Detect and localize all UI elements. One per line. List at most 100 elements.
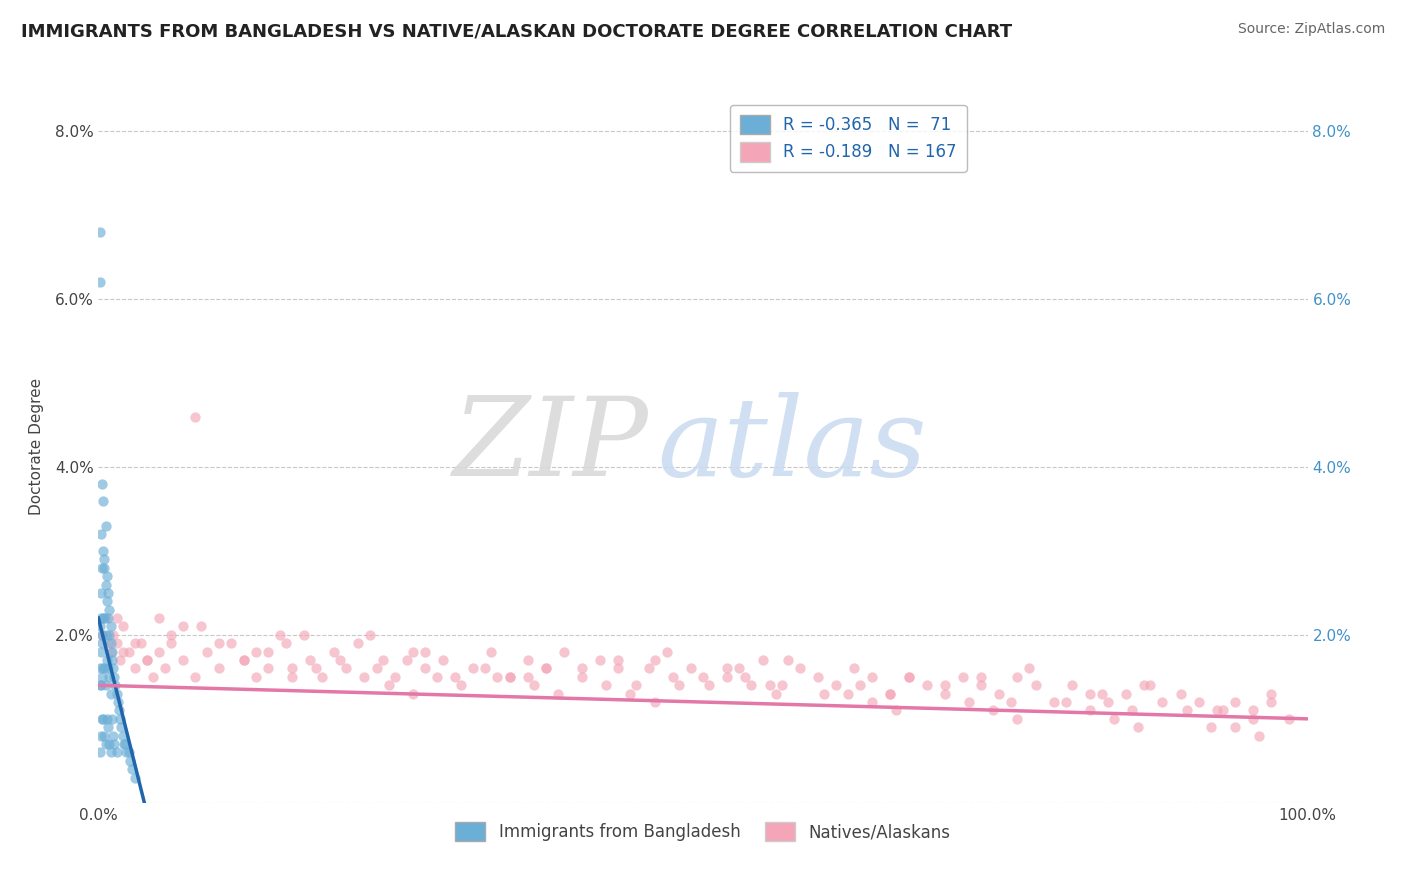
Point	[93, 552, 115, 566]
Point	[94, 577, 117, 591]
Point	[644, 695, 666, 709]
Point	[281, 670, 304, 684]
Point	[96, 594, 118, 608]
Point	[1152, 695, 1174, 709]
Point	[668, 678, 690, 692]
Point	[148, 645, 170, 659]
Point	[837, 687, 859, 701]
Point	[655, 645, 678, 659]
Point	[534, 661, 557, 675]
Point	[516, 670, 538, 684]
Point	[952, 670, 974, 684]
Point	[432, 653, 454, 667]
Point	[402, 687, 425, 701]
Point	[897, 670, 920, 684]
Point	[1078, 703, 1101, 717]
Point	[607, 653, 630, 667]
Point	[1133, 678, 1156, 692]
Point	[94, 518, 117, 533]
Point	[96, 712, 118, 726]
Point	[1278, 712, 1301, 726]
Point	[1188, 695, 1211, 709]
Point	[118, 754, 141, 768]
Point	[91, 476, 114, 491]
Point	[498, 670, 520, 684]
Point	[1121, 703, 1143, 717]
Point	[94, 628, 117, 642]
Point	[96, 569, 118, 583]
Point	[91, 628, 114, 642]
Point	[91, 712, 114, 726]
Point	[1223, 695, 1246, 709]
Point	[94, 611, 117, 625]
Point	[1175, 703, 1198, 717]
Point	[1241, 712, 1264, 726]
Point	[111, 729, 134, 743]
Point	[96, 653, 118, 667]
Point	[595, 678, 617, 692]
Point	[776, 653, 799, 667]
Point	[105, 611, 128, 625]
Point	[91, 493, 114, 508]
Point	[90, 645, 112, 659]
Point	[1260, 687, 1282, 701]
Point	[825, 678, 848, 692]
Point	[807, 670, 830, 684]
Point	[716, 661, 738, 675]
Point	[849, 678, 872, 692]
Point	[91, 670, 114, 684]
Point	[970, 678, 993, 692]
Point	[813, 687, 835, 701]
Point	[553, 645, 575, 659]
Point	[516, 653, 538, 667]
Point	[323, 645, 346, 659]
Legend: Immigrants from Bangladesh, Natives/Alaskans: Immigrants from Bangladesh, Natives/Alas…	[449, 815, 957, 848]
Point	[1007, 670, 1029, 684]
Point	[195, 645, 218, 659]
Point	[115, 746, 138, 760]
Point	[661, 670, 683, 684]
Point	[118, 746, 141, 760]
Point	[100, 653, 122, 667]
Point	[104, 678, 127, 692]
Point	[135, 653, 157, 667]
Point	[450, 678, 472, 692]
Point	[93, 661, 115, 675]
Point	[395, 653, 418, 667]
Point	[1115, 687, 1137, 701]
Text: IMMIGRANTS FROM BANGLADESH VS NATIVE/ALASKAN DOCTORATE DEGREE CORRELATION CHART: IMMIGRANTS FROM BANGLADESH VS NATIVE/ALA…	[21, 22, 1012, 40]
Point	[142, 670, 165, 684]
Point	[98, 670, 121, 684]
Point	[190, 619, 212, 633]
Point	[245, 645, 267, 659]
Point	[107, 695, 129, 709]
Point	[91, 712, 114, 726]
Point	[860, 695, 883, 709]
Point	[1128, 720, 1150, 734]
Point	[1212, 703, 1234, 717]
Point	[523, 678, 546, 692]
Point	[93, 611, 115, 625]
Point	[716, 670, 738, 684]
Point	[1139, 678, 1161, 692]
Point	[498, 670, 520, 684]
Point	[100, 712, 122, 726]
Point	[329, 653, 352, 667]
Point	[734, 670, 756, 684]
Point	[305, 661, 328, 675]
Point	[103, 737, 125, 751]
Point	[1060, 678, 1083, 692]
Point	[765, 687, 787, 701]
Point	[98, 737, 121, 751]
Point	[111, 645, 134, 659]
Point	[637, 661, 659, 675]
Point	[915, 678, 938, 692]
Point	[353, 670, 375, 684]
Point	[91, 628, 114, 642]
Point	[274, 636, 297, 650]
Point	[1018, 661, 1040, 675]
Point	[100, 619, 122, 633]
Y-axis label: Doctorate Degree: Doctorate Degree	[28, 377, 44, 515]
Point	[413, 645, 436, 659]
Point	[101, 661, 124, 675]
